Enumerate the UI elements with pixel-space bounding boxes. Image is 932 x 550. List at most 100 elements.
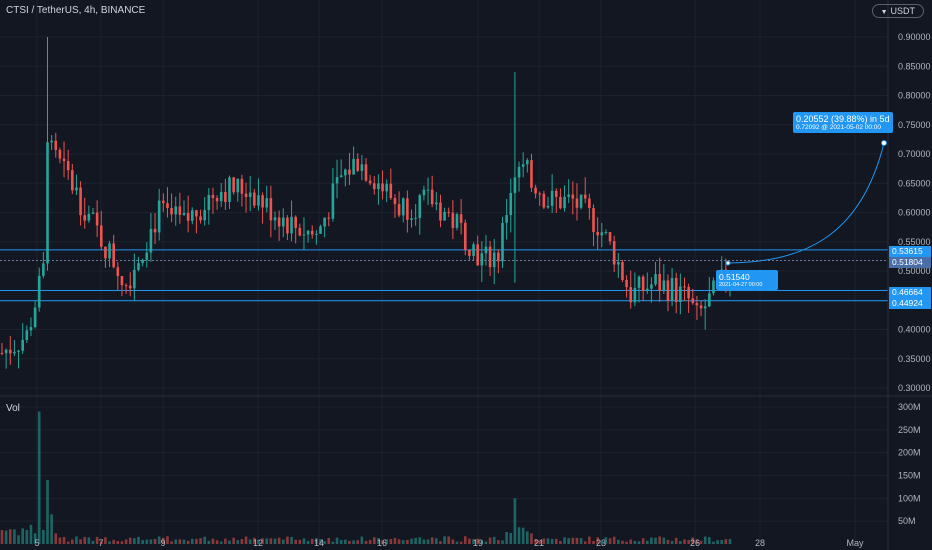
volume-bar: [112, 539, 115, 544]
projection-sub-text: 0.72092 @ 2021-05-02 00:00: [796, 124, 882, 131]
candle-body: [484, 246, 488, 254]
candle-body: [232, 177, 235, 193]
volume-bar: [426, 539, 430, 544]
candle-body: [691, 298, 695, 304]
volume-bar: [484, 541, 488, 544]
candle-body: [559, 196, 562, 209]
candle-body: [650, 284, 653, 289]
volume-bar: [488, 537, 492, 544]
price-tag-top-line[interactable]: 0.53615: [889, 246, 931, 257]
candle-body: [513, 177, 517, 194]
volume-bar: [728, 539, 732, 544]
volume-bar: [472, 539, 475, 544]
candle-body: [422, 189, 426, 196]
candle-body: [79, 187, 82, 216]
date-tick-label: 21: [534, 538, 544, 548]
candle-body: [381, 183, 384, 192]
volume-bar: [559, 541, 562, 544]
candle-body: [71, 170, 74, 191]
volume-bar: [211, 538, 215, 544]
price-tick-label: 0.65000: [898, 178, 931, 188]
volume-bar: [137, 536, 140, 544]
candle-body: [451, 212, 455, 228]
candle-body: [178, 206, 182, 215]
candle-body: [87, 213, 91, 221]
volume-bar: [273, 538, 277, 544]
candle-body: [203, 210, 206, 221]
candle-body: [224, 191, 227, 202]
candle-body: [612, 241, 616, 265]
volume-bar: [79, 539, 82, 544]
candle-body: [397, 204, 401, 216]
candle-body: [430, 189, 434, 205]
volume-bar: [695, 539, 699, 544]
volume-bar: [306, 540, 310, 544]
symbol-title[interactable]: CTSI / TetherUS, 4h, BINANCE: [6, 5, 146, 16]
candle-body: [501, 222, 504, 262]
volume-bar: [170, 541, 173, 544]
volume-bar: [422, 539, 426, 544]
candle-body: [253, 192, 256, 206]
price-tag-upper-support[interactable]: 0.46664: [889, 287, 931, 298]
candle-body: [240, 178, 244, 194]
volume-bar: [286, 536, 289, 544]
volume-bar: [248, 539, 252, 544]
volume-bar: [228, 540, 231, 544]
volume-bar: [302, 538, 306, 544]
volume-bar: [546, 538, 550, 544]
date-tick-label: May: [846, 538, 864, 548]
volume-bar: [683, 539, 686, 544]
volume-bar: [8, 529, 12, 544]
volume-bar: [645, 540, 649, 544]
candle-body: [447, 211, 451, 213]
volume-tick-label: 150M: [898, 471, 921, 481]
volume-bar: [199, 538, 202, 544]
date-tick-label: 9: [160, 538, 165, 548]
candle-body: [472, 244, 475, 256]
projection-curve: [727, 142, 885, 264]
price-tag-lower-support[interactable]: 0.44924: [889, 298, 931, 309]
volume-bar: [352, 540, 355, 544]
volume-bar: [327, 538, 331, 544]
volume-bar: [108, 541, 111, 544]
price-tick-label: 0.80000: [898, 91, 931, 101]
volume-bar: [658, 536, 661, 544]
candle-body: [468, 249, 471, 256]
volume-bar: [190, 538, 194, 544]
volume-bar: [71, 539, 74, 544]
candle-body: [563, 196, 566, 209]
price-tag-current[interactable]: 0.51804: [889, 257, 931, 268]
date-tick-label: 26: [690, 538, 700, 548]
volume-bar: [253, 537, 256, 544]
entry-label[interactable]: 0.51540 2021-04-27 00:00: [716, 270, 778, 290]
volume-bar: [356, 540, 360, 544]
projection-end-point: [881, 140, 887, 146]
volume-bar: [319, 539, 322, 544]
volume-bar: [687, 540, 690, 544]
volume-bar: [550, 538, 554, 544]
volume-bar: [174, 539, 178, 544]
candle-body: [174, 206, 178, 215]
candle-body: [608, 232, 612, 242]
volume-bar: [364, 540, 368, 544]
candle-body: [509, 193, 513, 216]
candle-body: [497, 252, 500, 262]
projection-label[interactable]: 0.20552 (39.88%) in 5d 0.72092 @ 2021-05…: [793, 112, 893, 133]
volume-bar: [596, 537, 599, 544]
candle-body: [439, 202, 442, 221]
volume-label[interactable]: Vol: [6, 403, 20, 414]
projection-main-text: 0.20552 (39.88%) in 5d: [796, 114, 890, 124]
volume-bar: [186, 540, 190, 544]
volume-bar: [612, 536, 616, 544]
volume-bar: [666, 539, 670, 544]
candle-body: [526, 160, 529, 165]
currency-selector[interactable]: ▼ USDT: [871, 4, 924, 18]
candle-body: [62, 158, 66, 162]
volume-bar: [236, 540, 240, 544]
candle-body: [108, 243, 111, 259]
volume-bar: [459, 541, 463, 544]
candle-body: [530, 160, 533, 188]
candle-body: [567, 194, 570, 197]
candle-body: [410, 218, 413, 220]
